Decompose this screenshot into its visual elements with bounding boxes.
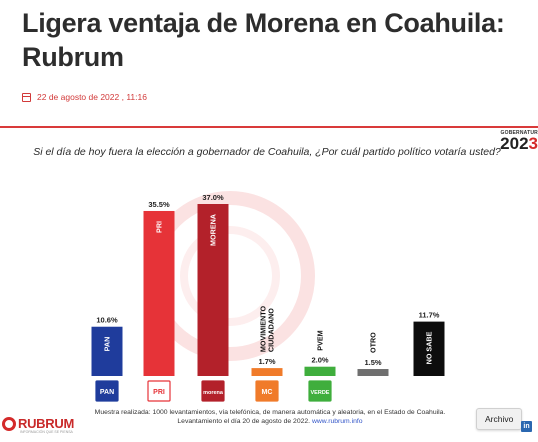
article-date: 22 de agosto de 2022 , 11:16 xyxy=(22,92,147,102)
article-date-text: 22 de agosto de 2022 , 11:16 xyxy=(37,92,147,102)
gobernatura-badge: GOBERNATUR 2023 xyxy=(500,130,538,152)
party-logo-text-3: MC xyxy=(262,389,273,396)
figure-top-rule xyxy=(0,126,538,128)
category-label-5: OTRO xyxy=(369,332,378,353)
data-label-1: 35.5% xyxy=(148,200,170,209)
rubrum-logo: RUBRUM INFORMACIÓN QUE SE PIENSA xyxy=(2,416,74,434)
bar-4 xyxy=(304,366,336,376)
watermark-ring-inner xyxy=(180,226,280,326)
party-logo-4 xyxy=(308,380,332,402)
bar-3 xyxy=(251,368,283,376)
data-label-2: 37.0% xyxy=(202,193,224,202)
article-headline: Ligera ventaja de Morena en Coahuila: Ru… xyxy=(22,8,505,72)
party-logo-3 xyxy=(255,380,279,402)
rubrum-tagline: INFORMACIÓN QUE SE PIENSA xyxy=(20,430,73,434)
data-label-3: 1.7% xyxy=(258,357,275,366)
bar-1 xyxy=(143,210,175,376)
party-logo-2 xyxy=(201,380,225,402)
category-label-0: PAN xyxy=(103,337,112,352)
rubrum-wordmark: RUBRUM xyxy=(18,416,74,431)
party-logo-text-4: VERDE xyxy=(311,390,330,396)
data-label-6: 11.7% xyxy=(419,311,440,320)
rubrum-ring-icon xyxy=(2,416,16,431)
bar-2 xyxy=(197,204,229,376)
badge-label: GOBERNATUR xyxy=(500,130,538,136)
footnote-date: Levantamiento el día 20 de agosto de 202… xyxy=(177,418,311,425)
party-logo-text-0: PAN xyxy=(100,389,114,396)
footnote-line-2: Levantamiento el día 20 de agosto de 202… xyxy=(40,417,500,426)
chart-footnote: Muestra realizada: 1000 levantamientos, … xyxy=(40,408,500,426)
bar-5 xyxy=(357,369,389,376)
linkedin-icon[interactable]: in xyxy=(521,421,532,432)
category-label-1: PRI xyxy=(155,221,164,233)
archive-button[interactable]: Archivo xyxy=(476,408,523,430)
footnote-link[interactable]: www.rubrum.info xyxy=(311,418,363,425)
badge-year-digits: 202 xyxy=(500,134,529,153)
bar-6 xyxy=(413,321,445,376)
category-label-3: MOVIMIENTOCIUDADANO xyxy=(259,305,276,352)
party-logo-0 xyxy=(95,380,119,402)
data-label-0: 10.6% xyxy=(96,316,118,325)
bar-chart: 10.6% PAN 35.5% PRI 37.0% MORENA 1.7% MOVIMIENT… xyxy=(91,191,445,402)
badge-year: 2023 xyxy=(500,134,538,153)
badge-year-accent: 3 xyxy=(528,134,538,153)
watermark-ring xyxy=(145,191,315,361)
chart-title: Si el día de hoy fuera la elección a gob… xyxy=(33,146,501,158)
party-logo-text-2: morena xyxy=(203,390,224,396)
party-logo-1 xyxy=(147,380,171,402)
category-label-6: NO SABE xyxy=(425,331,434,364)
bar-0 xyxy=(91,326,123,376)
data-label-4: 2.0% xyxy=(311,356,328,365)
data-label-5: 1.5% xyxy=(364,358,381,367)
category-label-2: MORENA xyxy=(209,214,218,246)
calendar-icon xyxy=(22,92,31,102)
poll-figure: Si el día de hoy fuera la elección a gob… xyxy=(0,126,538,442)
category-label-4: PVEM xyxy=(316,330,325,350)
party-logo-text-1: PRI xyxy=(153,389,165,396)
footnote-line-1: Muestra realizada: 1000 levantamientos, … xyxy=(94,409,446,416)
